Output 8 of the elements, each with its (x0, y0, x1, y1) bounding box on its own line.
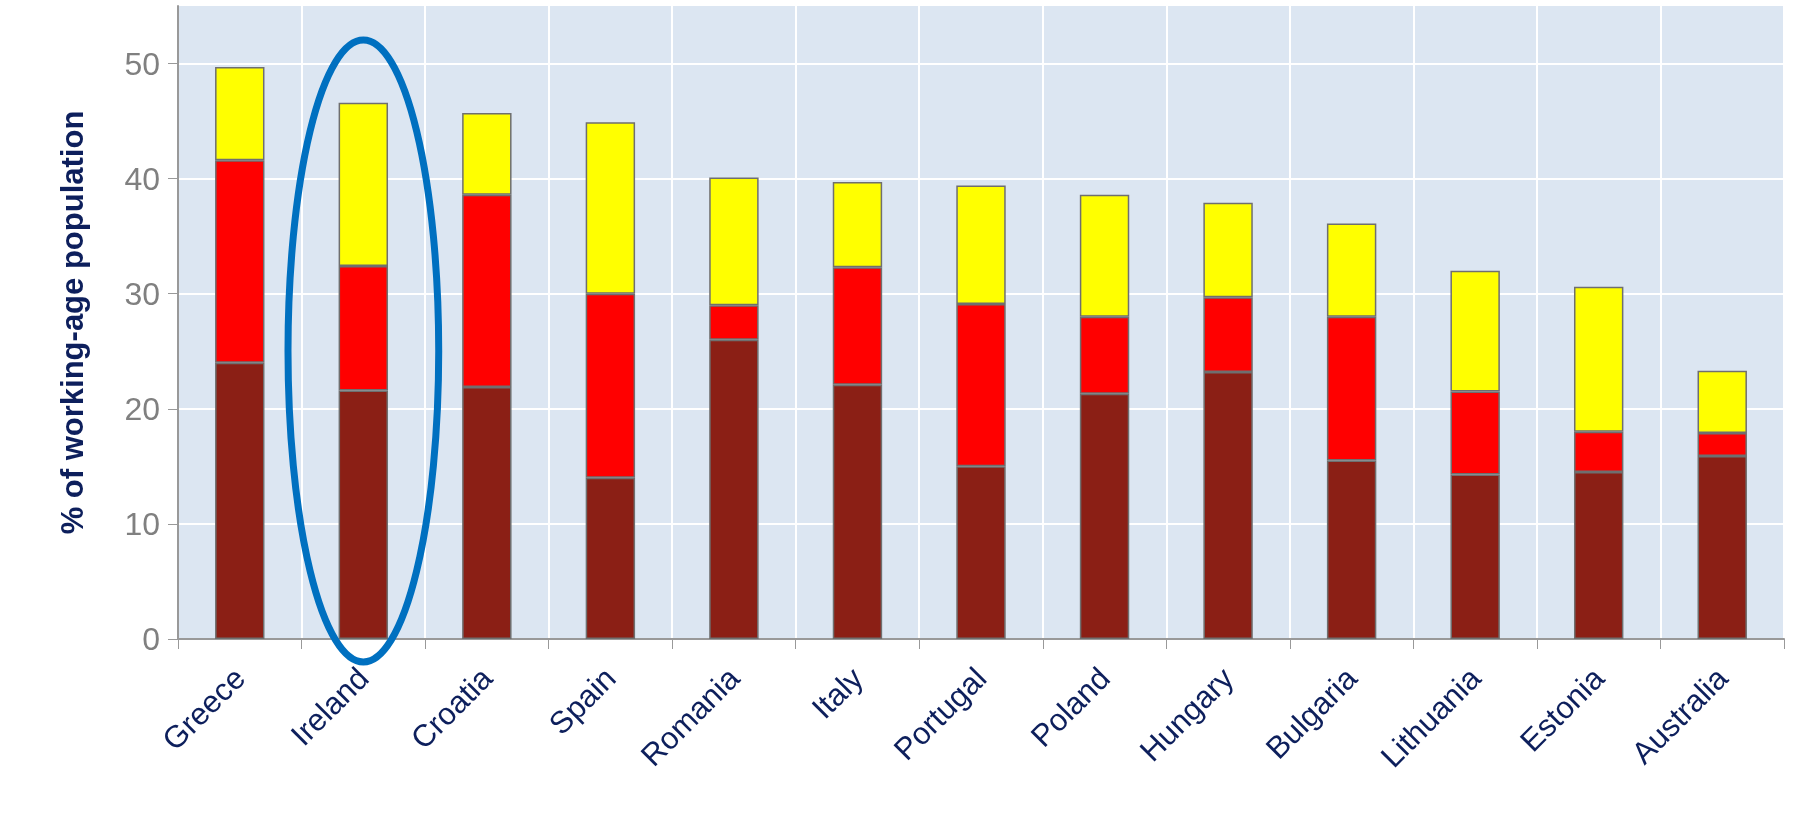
y-tick-label: 30 (124, 275, 160, 312)
x-tick-label: Italy (804, 660, 871, 726)
y-tick-label: 40 (124, 160, 160, 197)
y-tick-label: 50 (124, 45, 160, 82)
y-tick-label: 0 (142, 621, 160, 657)
y-tick-label: 20 (124, 390, 160, 427)
y-axis-title: % of working-age population (55, 110, 90, 535)
y-tick-label: 10 (124, 505, 160, 542)
